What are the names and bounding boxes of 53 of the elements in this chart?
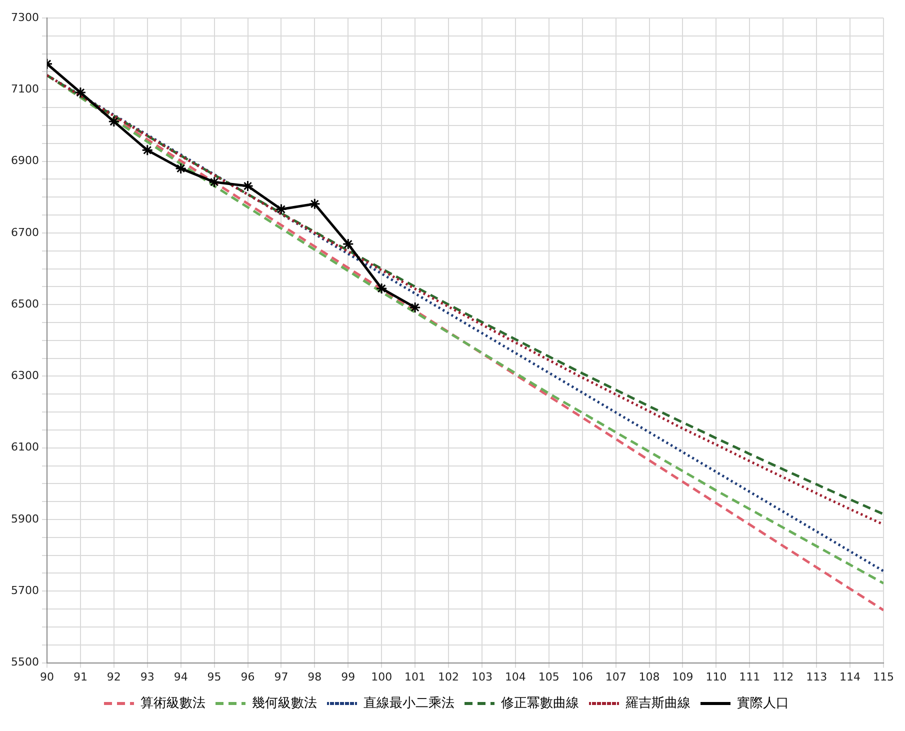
legend-label: 修正冪數曲線 (501, 696, 579, 711)
y-tick-label: 6900 (10, 154, 39, 168)
x-tick-label: 115 (873, 670, 894, 684)
legend-label: 算術級數法 (140, 696, 206, 711)
x-tick-label: 109 (672, 670, 694, 684)
y-tick-label: 7300 (10, 10, 39, 24)
x-tick-label: 99 (341, 670, 356, 684)
x-tick-label: 106 (572, 670, 593, 684)
x-tick-label: 92 (106, 670, 121, 684)
x-tick-label: 108 (638, 670, 660, 684)
y-tick-label: 6500 (10, 297, 39, 310)
x-tick-label: 93 (140, 670, 154, 684)
y-tick-label: 5500 (10, 656, 39, 669)
y-tick-label: 6300 (10, 369, 39, 382)
x-tick-label: 107 (605, 670, 626, 684)
point (142, 144, 154, 156)
point (275, 204, 287, 216)
y-tick-label: 5900 (10, 512, 39, 526)
point (74, 86, 86, 98)
x-tick-label: 114 (840, 670, 861, 684)
point (376, 282, 388, 294)
point (208, 176, 220, 188)
y-tick-label: 6100 (10, 440, 39, 454)
x-tick-label: 95 (207, 670, 222, 684)
x-tick-label: 113 (806, 670, 828, 684)
x-tick-label: 98 (308, 670, 322, 684)
point (342, 238, 354, 250)
x-tick-label: 90 (40, 670, 54, 684)
point (409, 302, 421, 314)
y-tick-label: 5700 (10, 584, 39, 598)
x-tick-label: 102 (438, 670, 460, 684)
x-tick-label: 94 (174, 670, 188, 684)
x-tick-label: 105 (538, 670, 560, 684)
legend-label: 羅吉斯曲線 (626, 696, 690, 711)
x-tick-label: 104 (504, 670, 526, 684)
y-tick-label: 6700 (10, 226, 39, 239)
legend-label: 直線最小二乘法 (364, 696, 454, 711)
point (308, 198, 320, 210)
legend-label: 實際人口 (737, 696, 789, 711)
point (242, 180, 254, 192)
x-tick-label: 97 (274, 670, 288, 684)
x-tick-label: 112 (772, 670, 794, 684)
legend-label: 幾何級數法 (252, 696, 317, 711)
x-tick-label: 101 (404, 670, 426, 684)
y-tick-label: 7100 (10, 82, 39, 96)
x-tick-label: 110 (706, 670, 727, 684)
x-tick-label: 111 (739, 670, 760, 684)
x-tick-label: 100 (371, 670, 392, 684)
point (175, 162, 187, 174)
point (108, 116, 120, 128)
x-tick-label: 103 (471, 670, 492, 684)
x-tick-label: 96 (240, 670, 255, 684)
x-tick-label: 91 (73, 670, 88, 684)
